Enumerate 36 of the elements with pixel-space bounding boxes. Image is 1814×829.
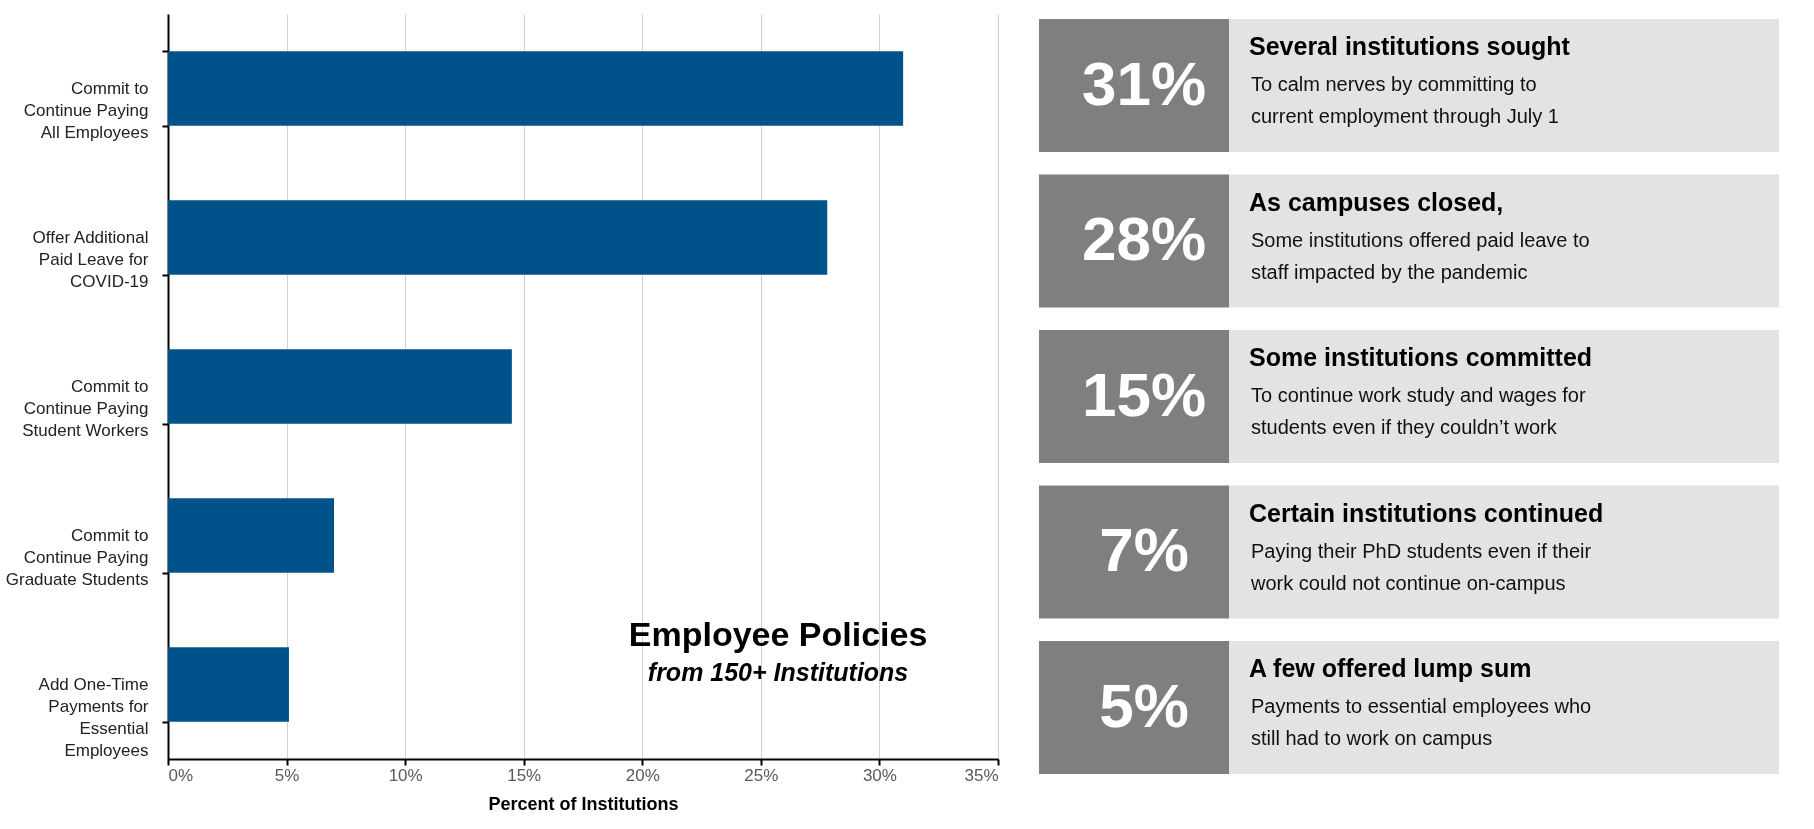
y-tick-label: Commit to Continue Paying All Employees bbox=[23, 79, 149, 142]
text: 5% bbox=[1099, 670, 1189, 740]
y-tick-label: Add One-Time Payments for Essential Employees bbox=[38, 675, 149, 760]
text: Employee Policies bbox=[628, 615, 928, 654]
text: 31% bbox=[1081, 48, 1207, 118]
text: A few offered lump sum bbox=[1249, 654, 1532, 682]
text: As campuses closed, bbox=[1249, 187, 1504, 216]
x-tick-label: 25% bbox=[744, 765, 779, 785]
text: staff impacted by the pandemic bbox=[1251, 260, 1528, 283]
text: Some institutions offered paid leave to bbox=[1251, 228, 1590, 251]
x-tick-label: 10% bbox=[388, 765, 423, 785]
text: 15% bbox=[1081, 359, 1207, 429]
x-axis-title: Percent of Institutions bbox=[488, 793, 679, 814]
text: current employment through July 1 bbox=[1251, 105, 1559, 127]
text: still had to work on campus bbox=[1251, 727, 1493, 749]
text: work could not continue on-campus bbox=[1250, 571, 1566, 594]
y-tick-label: Commit to Continue Paying Student Workers bbox=[22, 377, 149, 440]
text: To continue work study and wages for bbox=[1251, 384, 1586, 406]
text: Payments to essential employees who bbox=[1251, 695, 1592, 717]
x-tick-label: 35% bbox=[964, 765, 999, 785]
text: Certain institutions continued bbox=[1249, 498, 1604, 527]
x-tick-label: 0% bbox=[168, 765, 194, 785]
text: To calm nerves by committing to bbox=[1251, 73, 1537, 95]
text: Paying their PhD students even if their bbox=[1251, 539, 1592, 562]
x-tick-label: 30% bbox=[862, 765, 897, 785]
text: from 150+ Institutions bbox=[647, 658, 909, 687]
y-tick-label: Offer Additional Paid Leave for COVID-19 bbox=[32, 228, 149, 291]
text: students even if they couldn’t work bbox=[1251, 416, 1558, 438]
x-tick-label: 20% bbox=[625, 765, 660, 785]
x-tick-label: 15% bbox=[507, 765, 542, 785]
y-tick-label: Commit to Continue Paying Graduate Students bbox=[5, 526, 149, 589]
text: 28% bbox=[1081, 204, 1207, 273]
x-tick-label: 5% bbox=[274, 765, 300, 785]
text: Some institutions committed bbox=[1249, 343, 1593, 371]
text: 7% bbox=[1099, 515, 1189, 584]
text: Several institutions sought bbox=[1249, 32, 1571, 60]
